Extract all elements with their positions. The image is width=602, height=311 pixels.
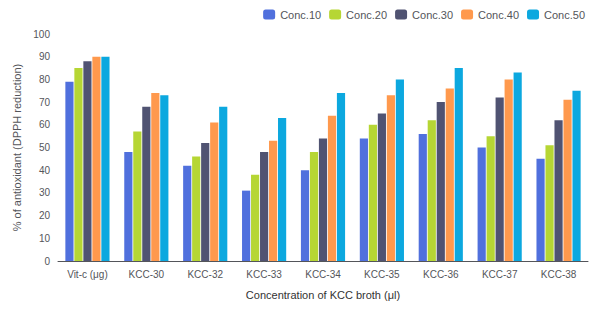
svg-text:Concentration of KCC broth (μl: Concentration of KCC broth (μl) (246, 289, 400, 301)
svg-text:% of antioxidant (DPPH reducti: % of antioxidant (DPPH reduction) (11, 64, 23, 232)
svg-text:KCC-32: KCC-32 (187, 269, 223, 280)
svg-text:KCC-36: KCC-36 (423, 269, 459, 280)
svg-text:60: 60 (39, 119, 51, 130)
svg-text:Conc.50: Conc.50 (544, 9, 585, 21)
svg-text:30: 30 (39, 187, 51, 198)
svg-text:100: 100 (33, 29, 50, 40)
svg-text:Conc.40: Conc.40 (478, 9, 519, 21)
svg-text:KCC-30: KCC-30 (129, 269, 165, 280)
svg-text:KCC-37: KCC-37 (482, 269, 518, 280)
svg-text:Conc.30: Conc.30 (412, 9, 453, 21)
svg-text:10: 10 (39, 233, 51, 244)
svg-text:KCC-38: KCC-38 (541, 269, 577, 280)
svg-text:Vit-c (μg): Vit-c (μg) (67, 269, 108, 280)
svg-text:70: 70 (39, 97, 51, 108)
svg-text:50: 50 (39, 142, 51, 153)
svg-text:KCC-34: KCC-34 (305, 269, 341, 280)
svg-text:20: 20 (39, 210, 51, 221)
svg-text:KCC-35: KCC-35 (364, 269, 400, 280)
svg-text:Conc.10: Conc.10 (280, 9, 321, 21)
svg-text:KCC-33: KCC-33 (246, 269, 282, 280)
svg-text:90: 90 (39, 51, 51, 62)
svg-text:0: 0 (44, 256, 50, 267)
svg-text:Conc.20: Conc.20 (346, 9, 387, 21)
svg-text:80: 80 (39, 74, 51, 85)
svg-text:40: 40 (39, 165, 51, 176)
